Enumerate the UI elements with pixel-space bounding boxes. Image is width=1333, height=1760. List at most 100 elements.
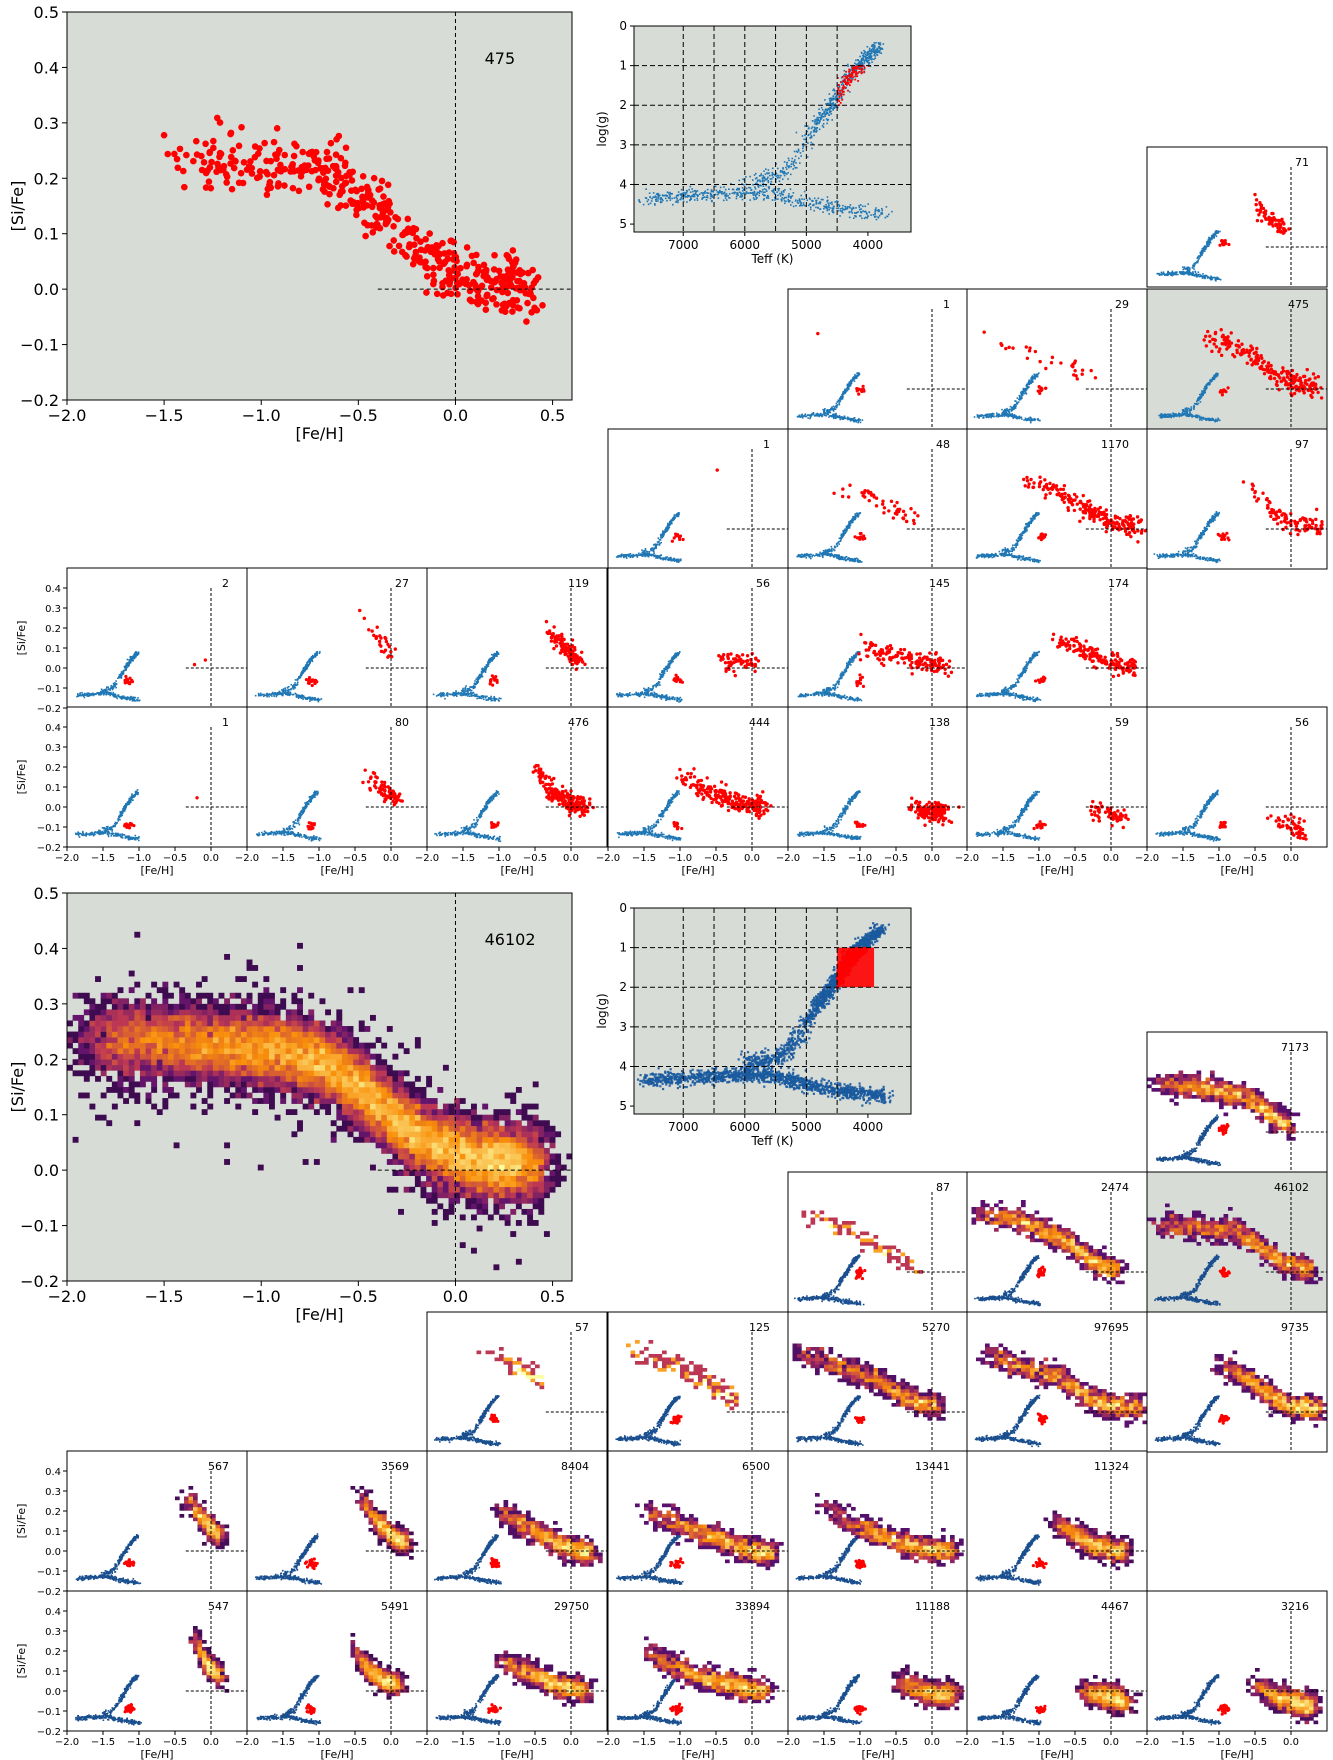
kiel-star-point — [819, 111, 822, 114]
kiel-star-point — [797, 157, 800, 160]
abundance-star-point — [346, 168, 353, 176]
abundance-star-point — [291, 140, 298, 148]
kiel-star-point — [645, 188, 647, 190]
kiel-star-point — [842, 204, 844, 207]
inset-selected-point — [1036, 389, 1040, 393]
abundance-point — [896, 508, 900, 512]
kiel-selected-point — [850, 73, 853, 76]
inset-kiel-point — [679, 559, 682, 562]
kiel-star-point — [845, 86, 847, 89]
kiel-star-point — [861, 59, 864, 61]
main-y-tick-label: 0.1 — [34, 225, 59, 244]
kiel-selected-point — [851, 74, 854, 76]
inset-kiel-point — [618, 555, 621, 557]
abundance-star-point — [348, 187, 355, 194]
inset-kiel-point — [1005, 409, 1008, 412]
kiel-y-axis-label: log(g) — [595, 111, 609, 146]
kiel-star-point — [817, 202, 820, 205]
inset-kiel-point — [672, 519, 675, 522]
abundance-star-point — [358, 185, 365, 193]
inset-selected-point — [674, 532, 678, 536]
abundance-star-point — [422, 235, 429, 243]
abundance-star-point — [229, 147, 237, 154]
inset-kiel-point — [670, 520, 673, 523]
inset-kiel-point — [1187, 407, 1190, 410]
inset-kiel-point — [1002, 548, 1005, 551]
inset-kiel-point — [1167, 415, 1169, 418]
inset-kiel-point — [623, 556, 625, 559]
inset-kiel-point — [1201, 254, 1203, 256]
kiel-star-point — [860, 51, 863, 54]
inset-selected-point — [853, 535, 857, 539]
inset-kiel-point — [820, 414, 823, 416]
kiel-star-point — [826, 103, 828, 105]
kiel-star-point — [876, 51, 879, 54]
inset-kiel-point — [836, 401, 839, 403]
kiel-star-point — [709, 192, 712, 195]
kiel-star-point — [787, 194, 790, 197]
inset-kiel-point — [1181, 409, 1184, 411]
small-panel-count-label: 71 — [1295, 156, 1309, 169]
abundance-star-point — [473, 251, 480, 259]
inset-kiel-point — [844, 559, 847, 562]
inset-kiel-point — [666, 556, 668, 558]
inset-kiel-point — [1025, 419, 1028, 422]
inset-kiel-point — [842, 530, 845, 532]
kiel-star-point — [787, 171, 789, 174]
kiel-selected-point — [863, 70, 866, 73]
kiel-star-point — [730, 182, 732, 185]
inset-kiel-point — [814, 414, 817, 417]
kiel-star-point — [716, 193, 719, 196]
abundance-star-point — [423, 289, 430, 296]
inset-kiel-point — [1028, 556, 1030, 559]
abundance-point — [1011, 346, 1015, 350]
inset-kiel-point — [809, 416, 812, 419]
inset-kiel-point — [1162, 272, 1165, 275]
kiel-star-point — [757, 186, 760, 188]
kiel-star-point — [693, 194, 696, 196]
kiel-star-point — [875, 215, 877, 218]
kiel-star-point — [751, 191, 754, 194]
inset-kiel-point — [826, 549, 829, 552]
kiel-star-point — [785, 166, 787, 169]
inset-kiel-point — [1015, 546, 1017, 549]
abundance-star-point — [179, 167, 187, 175]
inset-kiel-point — [665, 527, 668, 530]
kiel-star-point — [710, 194, 712, 196]
kiel-star-point — [868, 62, 871, 65]
abundance-point — [1282, 227, 1286, 231]
inset-kiel-point — [1176, 273, 1179, 276]
abundance-point — [1218, 347, 1222, 351]
kiel-star-point — [686, 201, 688, 203]
inset-kiel-point — [641, 551, 644, 554]
kiel-selected-point — [839, 89, 841, 92]
kiel-star-point — [741, 187, 744, 189]
kiel-star-point — [788, 165, 791, 167]
inset-kiel-point — [1192, 407, 1195, 409]
inset-kiel-point — [643, 554, 645, 556]
kiel-star-point — [862, 53, 865, 55]
inset-kiel-point — [850, 559, 852, 562]
kiel-star-point — [829, 108, 831, 110]
inset-kiel-point — [1014, 400, 1016, 402]
kiel-star-point — [826, 208, 829, 210]
inset-kiel-point — [669, 522, 671, 525]
inset-kiel-point — [1019, 416, 1021, 419]
inset-kiel-point — [648, 552, 650, 555]
inset-kiel-point — [1171, 271, 1173, 274]
inset-kiel-point — [978, 414, 980, 417]
kiel-star-point — [815, 127, 817, 129]
inset-kiel-point — [1215, 229, 1218, 232]
kiel-star-point — [763, 198, 765, 200]
kiel-star-point — [755, 198, 757, 200]
inset-kiel-point — [806, 553, 809, 556]
kiel-star-point — [839, 215, 841, 217]
kiel-star-point — [657, 200, 659, 202]
inset-kiel-point — [1158, 274, 1161, 276]
inset-kiel-point — [625, 556, 627, 558]
kiel-star-point — [745, 176, 747, 178]
inset-kiel-point — [1000, 414, 1002, 417]
kiel-selected-point — [854, 78, 857, 81]
inset-kiel-point — [1013, 413, 1016, 416]
kiel-star-point — [878, 42, 880, 45]
